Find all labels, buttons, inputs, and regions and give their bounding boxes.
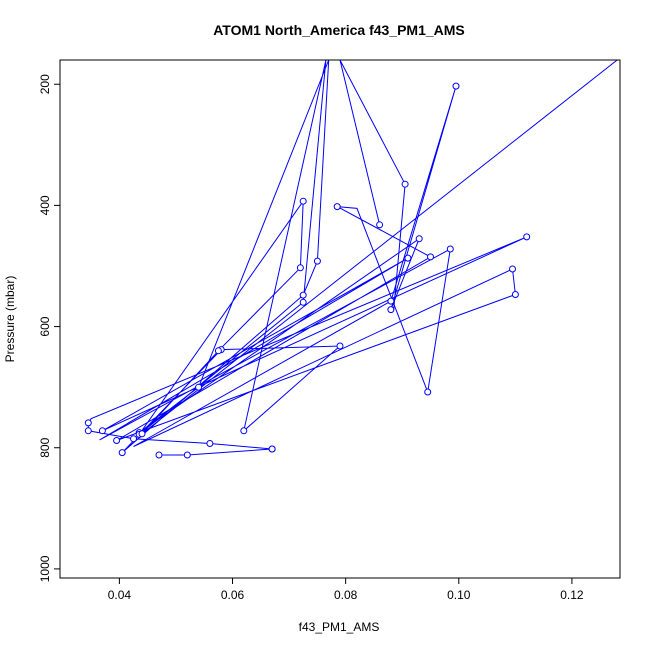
data-point (424, 388, 432, 396)
data-point (313, 257, 321, 265)
data-point (296, 264, 304, 272)
data-point (84, 427, 92, 435)
data-point (214, 347, 222, 355)
data-point (376, 221, 384, 229)
data-point (118, 449, 126, 457)
data-point (446, 245, 454, 253)
data-point (415, 235, 423, 243)
data-point (268, 445, 276, 453)
y-axis: 200 400 600 800 1000 (38, 74, 60, 582)
y-axis-label: Pressure (mbar) (3, 276, 17, 363)
series-layer (84, 60, 618, 459)
data-point (387, 306, 395, 314)
y-tick-label: 1000 (38, 555, 52, 582)
data-point (138, 430, 146, 438)
data-point (523, 233, 531, 241)
y-tick-label: 400 (38, 195, 52, 215)
data-point (427, 253, 434, 261)
y-tick-label: 800 (38, 437, 52, 457)
x-tick-label: 0.06 (221, 588, 245, 602)
y-tick-label: 600 (38, 316, 52, 336)
data-point (333, 203, 341, 211)
x-axis-label: f43_PM1_AMS (299, 620, 380, 634)
data-point (404, 254, 412, 262)
data-point (336, 342, 344, 350)
y-tick-label: 200 (38, 74, 52, 94)
data-point (509, 265, 516, 273)
data-point (183, 451, 191, 459)
x-axis: 0.04 0.06 0.08 0.10 0.12 (108, 578, 584, 602)
plot-frame (59, 59, 621, 579)
data-point (511, 291, 519, 298)
series-line (159, 448, 273, 456)
x-tick-label: 0.08 (334, 588, 358, 602)
data-point (98, 427, 106, 435)
data-point (452, 82, 460, 90)
data-point (155, 451, 163, 459)
data-point (130, 435, 137, 443)
x-tick-label: 0.12 (560, 588, 584, 602)
data-point (113, 437, 121, 444)
chart-title: ATOM1 North_America f43_PM1_AMS (213, 22, 465, 38)
data-point (401, 180, 409, 188)
data-point (299, 298, 307, 306)
data-point (240, 427, 248, 435)
data-point (195, 383, 203, 391)
x-tick-label: 0.04 (108, 588, 132, 602)
data-point (299, 197, 307, 205)
x-tick-label: 0.10 (447, 588, 471, 602)
data-point (206, 440, 214, 447)
data-point (387, 297, 395, 305)
data-point (299, 291, 307, 299)
series-line (87, 60, 618, 453)
data-point (84, 419, 92, 427)
series-line (339, 60, 406, 310)
